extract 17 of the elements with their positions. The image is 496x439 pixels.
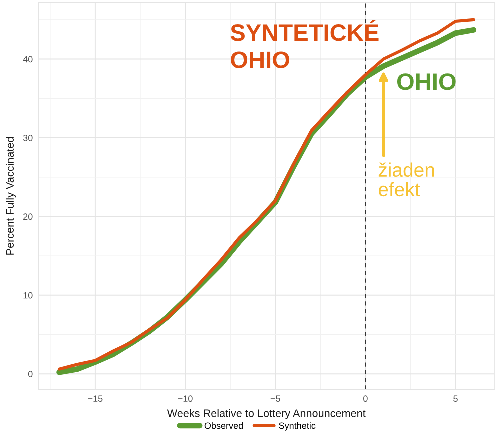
annotation: SYNTETICKÉ OHIO: [230, 20, 379, 68]
x-tick-label: 0: [364, 396, 368, 402]
x-tick-label: −5: [270, 396, 280, 402]
x-axis-title: Weeks Relative to Lottery Announcement: [167, 409, 366, 420]
y-tick-label: 10: [24, 292, 33, 299]
legend-label: Observed: [204, 422, 244, 430]
x-tick-label: −15: [88, 396, 103, 402]
annotation: žiaden efekt: [378, 162, 434, 197]
y-axis-title: Percent Fully Vaccinated: [6, 137, 16, 255]
y-tick-label: 0: [28, 371, 33, 378]
legend-label: Synthetic: [279, 422, 316, 431]
y-tick-label: 40: [23, 56, 33, 63]
y-tick-label: 20: [24, 214, 33, 220]
x-tick-label: −10: [178, 396, 193, 402]
y-tick-label: 30: [23, 134, 33, 142]
x-tick-label: 5: [454, 396, 458, 402]
annotation: OHIO: [397, 74, 456, 90]
